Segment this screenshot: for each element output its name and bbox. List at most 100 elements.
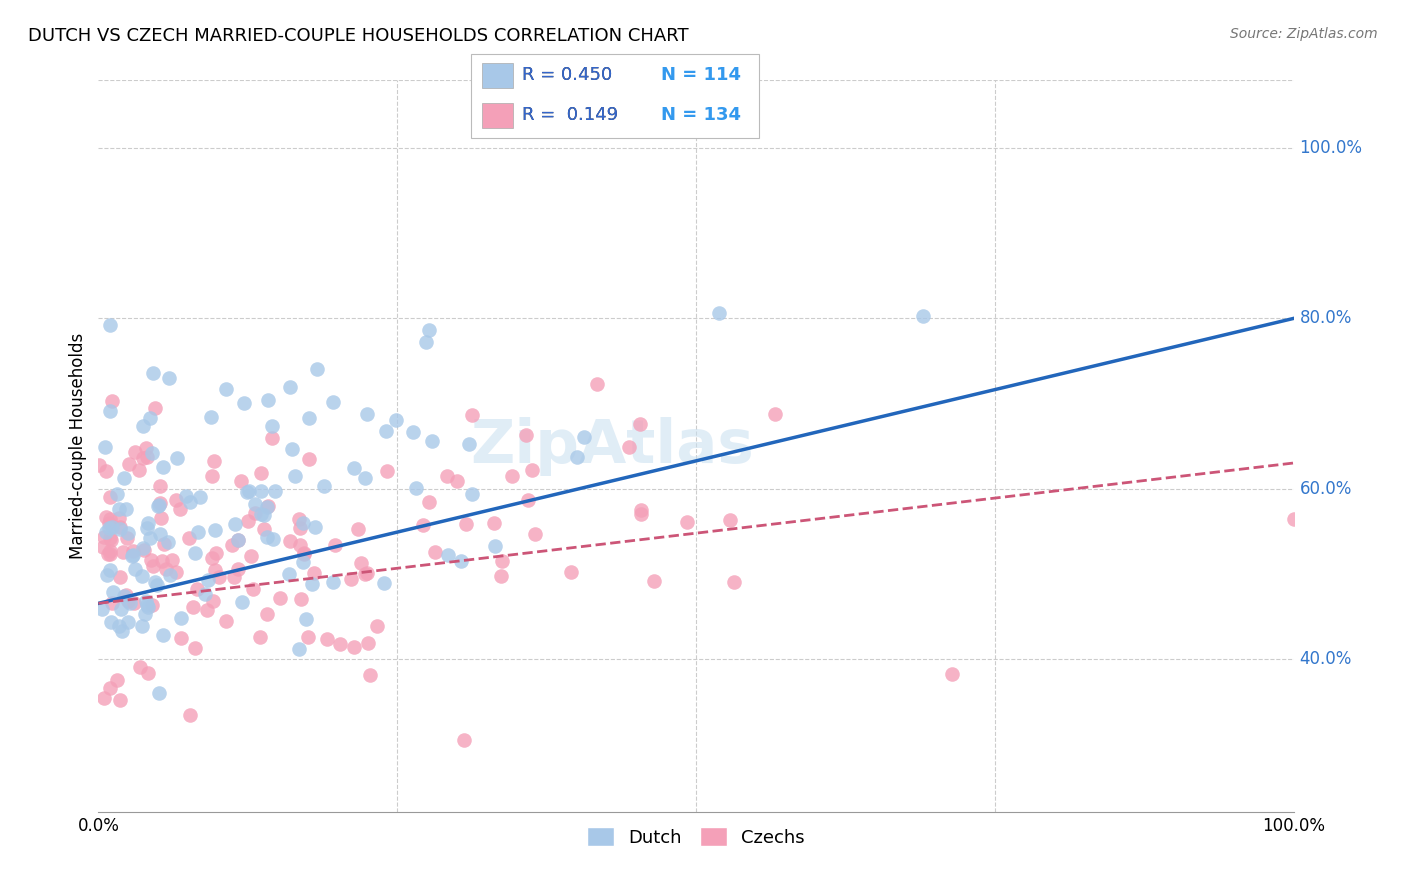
Point xyxy=(148,685,170,699)
Point xyxy=(354,566,377,581)
Point xyxy=(107,501,129,516)
Point xyxy=(121,549,143,563)
Point xyxy=(350,556,373,570)
Point xyxy=(100,615,122,629)
Point xyxy=(115,531,138,545)
Point xyxy=(297,630,319,644)
Point xyxy=(484,539,506,553)
Point xyxy=(301,576,323,591)
Point xyxy=(242,582,264,597)
Point xyxy=(302,566,325,581)
Point xyxy=(763,407,786,421)
Point xyxy=(110,602,132,616)
Point xyxy=(628,417,651,432)
Point xyxy=(288,521,311,535)
Point xyxy=(630,507,652,521)
Point xyxy=(98,404,121,418)
Point xyxy=(412,517,434,532)
Point xyxy=(359,668,381,682)
Point xyxy=(520,463,543,477)
Point xyxy=(453,732,475,747)
Point xyxy=(204,524,226,538)
Point xyxy=(375,464,398,478)
Point xyxy=(139,411,162,425)
Point xyxy=(98,531,121,545)
Point xyxy=(134,542,156,557)
Point xyxy=(1282,512,1305,526)
Point xyxy=(224,570,246,584)
Point xyxy=(215,383,238,397)
Point xyxy=(114,588,136,602)
Point xyxy=(229,474,252,488)
Point xyxy=(281,442,304,456)
Point xyxy=(98,521,121,535)
Point xyxy=(221,538,243,552)
Point xyxy=(291,516,314,530)
Point xyxy=(124,562,146,576)
Point xyxy=(142,366,165,380)
Point xyxy=(491,554,513,568)
Point xyxy=(718,513,741,527)
Point xyxy=(354,470,377,484)
Point xyxy=(489,569,512,583)
Point xyxy=(153,537,176,551)
Point xyxy=(96,568,118,582)
Point xyxy=(131,618,153,632)
Point xyxy=(262,419,284,434)
Point xyxy=(250,484,273,499)
Text: 80.0%: 80.0% xyxy=(1299,310,1353,327)
Point xyxy=(165,565,187,579)
Point xyxy=(142,559,165,574)
Point xyxy=(93,530,115,544)
Point xyxy=(314,479,336,493)
Point xyxy=(405,481,427,495)
Point xyxy=(256,531,278,545)
Point xyxy=(292,546,315,560)
Point xyxy=(374,424,396,438)
Point xyxy=(941,667,963,681)
Text: 100.0%: 100.0% xyxy=(1299,139,1362,157)
Text: R = 0.450: R = 0.450 xyxy=(522,67,612,85)
Point xyxy=(290,538,312,552)
Point xyxy=(146,577,169,591)
Point xyxy=(179,707,201,722)
Point xyxy=(346,522,368,536)
Point xyxy=(105,487,128,501)
Text: N = 114: N = 114 xyxy=(661,67,741,85)
Point xyxy=(340,572,363,586)
Point xyxy=(131,541,153,555)
Point xyxy=(366,619,388,633)
Point xyxy=(446,474,468,488)
Point xyxy=(402,425,425,439)
Point xyxy=(515,428,537,442)
Point xyxy=(226,561,249,575)
Point xyxy=(415,334,437,349)
Point xyxy=(278,379,301,393)
Point xyxy=(294,612,316,626)
Point xyxy=(135,441,157,455)
Point xyxy=(94,464,117,478)
Text: ZipAtlas: ZipAtlas xyxy=(471,417,754,475)
Point xyxy=(124,445,146,459)
Point xyxy=(194,587,217,601)
Point xyxy=(87,458,110,472)
Point xyxy=(240,549,263,563)
Point xyxy=(136,450,159,465)
Point xyxy=(122,596,145,610)
Point xyxy=(157,534,180,549)
Point xyxy=(385,413,408,427)
Point xyxy=(94,441,117,455)
Point xyxy=(97,547,120,561)
Point xyxy=(523,527,546,541)
Point xyxy=(256,607,278,621)
Point xyxy=(117,594,139,608)
Point xyxy=(201,594,224,608)
Text: 60.0%: 60.0% xyxy=(1299,480,1353,498)
Point xyxy=(343,461,366,475)
Text: R =  0.149: R = 0.149 xyxy=(522,106,617,124)
Point xyxy=(418,495,440,509)
Point xyxy=(420,434,443,449)
Point xyxy=(356,407,378,421)
Point xyxy=(105,673,128,687)
Point xyxy=(111,624,134,638)
